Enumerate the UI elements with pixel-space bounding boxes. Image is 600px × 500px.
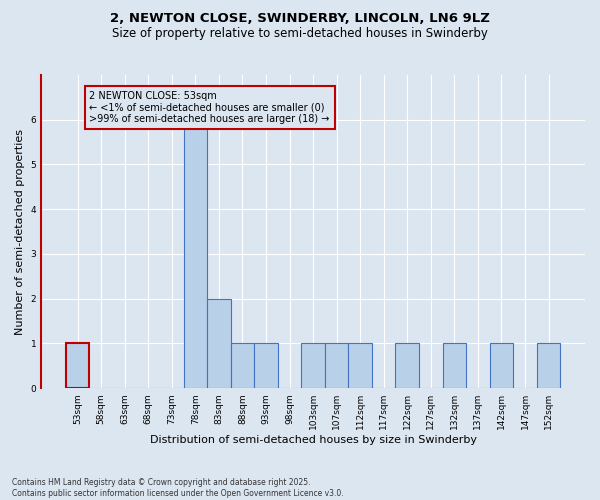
X-axis label: Distribution of semi-detached houses by size in Swinderby: Distribution of semi-detached houses by …: [149, 435, 476, 445]
Bar: [301, 344, 325, 388]
Text: 2, NEWTON CLOSE, SWINDERBY, LINCOLN, LN6 9LZ: 2, NEWTON CLOSE, SWINDERBY, LINCOLN, LN6…: [110, 12, 490, 26]
Bar: [207, 298, 230, 388]
Text: 2 NEWTON CLOSE: 53sqm
← <1% of semi-detached houses are smaller (0)
>99% of semi: 2 NEWTON CLOSE: 53sqm ← <1% of semi-deta…: [89, 90, 330, 124]
Bar: [395, 344, 419, 388]
Bar: [349, 344, 372, 388]
Bar: [66, 344, 89, 388]
Bar: [537, 344, 560, 388]
Bar: [230, 344, 254, 388]
Text: Contains HM Land Registry data © Crown copyright and database right 2025.
Contai: Contains HM Land Registry data © Crown c…: [12, 478, 344, 498]
Bar: [325, 344, 349, 388]
Bar: [443, 344, 466, 388]
Bar: [184, 120, 207, 388]
Text: Size of property relative to semi-detached houses in Swinderby: Size of property relative to semi-detach…: [112, 28, 488, 40]
Bar: [254, 344, 278, 388]
Bar: [490, 344, 513, 388]
Y-axis label: Number of semi-detached properties: Number of semi-detached properties: [15, 128, 25, 334]
